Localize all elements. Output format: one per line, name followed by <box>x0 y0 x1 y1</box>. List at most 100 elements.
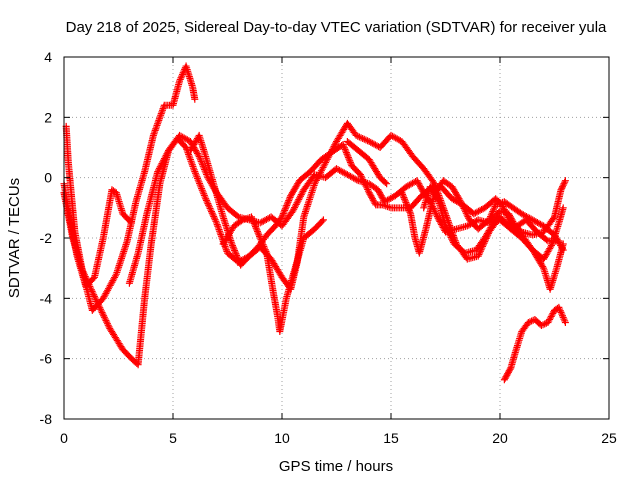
data-point <box>337 167 345 175</box>
data-point <box>298 189 306 197</box>
data-point <box>537 321 545 329</box>
data-point <box>340 169 348 177</box>
data-point <box>474 252 482 260</box>
data-point <box>399 190 407 198</box>
x-tick-label: 20 <box>492 430 508 446</box>
data-point <box>252 223 260 231</box>
data-point <box>283 202 291 210</box>
data-point <box>447 233 455 241</box>
data-point <box>178 72 186 80</box>
data-point <box>163 150 171 158</box>
data-point <box>296 194 304 202</box>
data-point <box>381 178 389 186</box>
data-point <box>385 203 393 211</box>
data-point <box>162 151 170 159</box>
data-point <box>359 176 367 184</box>
data-point <box>199 188 207 196</box>
data-point <box>344 152 352 160</box>
data-point <box>84 279 92 287</box>
data-point <box>259 241 267 249</box>
data-point <box>560 315 568 323</box>
data-point <box>217 232 225 240</box>
data-point <box>186 154 194 162</box>
data-point <box>339 140 347 148</box>
data-point <box>418 186 426 194</box>
data-point <box>213 219 221 227</box>
data-point <box>182 135 190 143</box>
data-point <box>503 371 511 379</box>
series-track-8 <box>398 177 567 257</box>
x-tick-label: 5 <box>169 430 177 446</box>
data-point <box>357 172 365 180</box>
data-point <box>195 178 203 186</box>
data-point <box>364 187 372 195</box>
data-point <box>80 271 88 279</box>
data-point <box>490 204 498 212</box>
data-point <box>212 217 220 225</box>
data-point <box>473 208 481 216</box>
data-point <box>177 74 185 82</box>
data-point <box>367 192 375 200</box>
data-point <box>524 213 532 221</box>
data-point <box>535 219 543 227</box>
data-point <box>105 323 113 331</box>
data-point <box>487 211 495 219</box>
data-point <box>464 213 472 221</box>
data-point <box>177 132 185 140</box>
data-point <box>208 209 216 217</box>
data-point <box>389 132 397 140</box>
data-point <box>342 149 350 157</box>
data-point <box>401 195 409 203</box>
data-point <box>376 189 384 197</box>
series-track-9 <box>420 183 567 263</box>
data-point <box>501 207 509 215</box>
data-point <box>296 192 304 200</box>
data-point <box>470 210 478 218</box>
data-point <box>151 126 159 134</box>
data-point <box>384 196 392 204</box>
data-point <box>375 187 383 195</box>
data-point <box>93 299 101 307</box>
data-point <box>462 209 470 217</box>
data-point <box>476 249 484 257</box>
data-point <box>522 212 530 220</box>
data-point <box>521 212 529 220</box>
data-point <box>194 174 202 182</box>
data-point <box>87 286 95 294</box>
data-point <box>502 209 510 217</box>
data-point <box>228 240 236 248</box>
axis-ticks: 0 5 10 15 20 25 -8 -6 -4 -2 0 2 4 <box>40 49 617 446</box>
data-point <box>398 189 406 197</box>
x-tick-label: 15 <box>383 430 399 446</box>
data-point <box>202 195 210 203</box>
data-point <box>85 281 93 289</box>
data-point <box>413 177 421 185</box>
data-point <box>417 184 425 192</box>
data-point <box>345 172 353 180</box>
data-point <box>91 294 99 302</box>
data-point <box>471 209 479 217</box>
data-point <box>352 131 360 139</box>
data-point <box>416 181 424 189</box>
data-point <box>340 142 348 150</box>
data-point <box>392 134 400 142</box>
data-point <box>339 168 347 176</box>
data-point <box>209 211 217 219</box>
data-point <box>539 321 547 329</box>
series-track-5 <box>186 131 563 269</box>
data-point <box>400 194 408 202</box>
data-point <box>258 239 266 247</box>
grid-lines <box>64 57 609 419</box>
data-point <box>217 231 225 239</box>
data-point <box>377 192 385 200</box>
data-point <box>547 312 555 320</box>
data-point <box>543 236 551 244</box>
data-point <box>505 215 513 223</box>
data-point <box>81 272 89 280</box>
data-point <box>206 204 214 212</box>
data-point <box>368 193 376 201</box>
data-point <box>205 203 213 211</box>
data-point <box>347 172 355 180</box>
data-point <box>319 216 327 224</box>
data-point <box>159 105 167 113</box>
